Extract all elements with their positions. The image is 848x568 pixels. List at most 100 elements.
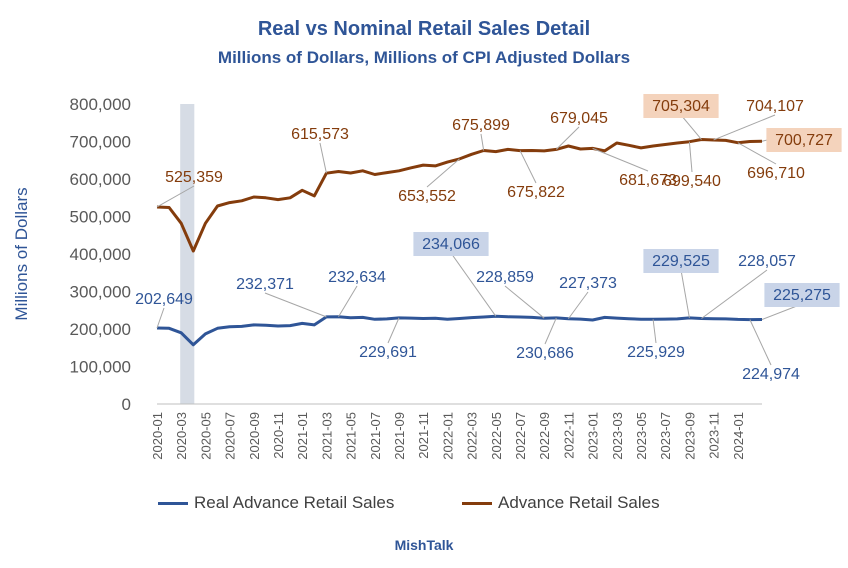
annotation-leader	[713, 114, 776, 141]
data-label-nominal: 525,359	[165, 169, 223, 186]
x-tick-label: 2022-09	[537, 412, 552, 460]
annotation-leader	[567, 291, 589, 320]
x-tick-label: 2023-05	[634, 412, 649, 460]
y-tick-label: 300,000	[70, 283, 131, 302]
y-axis-title: Millions of Dollars	[12, 187, 31, 320]
annotation-leader	[504, 285, 545, 319]
y-tick-label: 200,000	[70, 320, 131, 339]
data-label-nominal: 696,710	[747, 165, 805, 182]
x-tick-label: 2022-05	[489, 412, 504, 460]
legend-label-real: Real Advance Retail Sales	[194, 493, 395, 512]
annotation-leader	[156, 307, 165, 329]
annotation-highlight	[766, 128, 842, 152]
data-label-real: 224,974	[742, 366, 800, 383]
x-tick-label: 2023-09	[682, 412, 697, 460]
chart-subtitle: Millions of Dollars, Millions of CPI Adj…	[217, 48, 631, 67]
x-tick-label: 2023-01	[586, 412, 601, 460]
x-tick-label: 2022-11	[561, 412, 576, 459]
y-tick-label: 400,000	[70, 245, 131, 264]
data-label-real: 229,525	[652, 253, 710, 270]
annotation-leader	[387, 317, 400, 344]
x-tick-label: 2021-05	[344, 412, 359, 460]
y-tick-label: 0	[122, 395, 131, 414]
data-label-real: 228,057	[738, 253, 796, 270]
annotation-leader	[264, 292, 327, 318]
y-tick-label: 600,000	[70, 170, 131, 189]
data-label-real: 232,371	[236, 276, 294, 293]
x-tick-label: 2023-03	[610, 412, 625, 460]
x-tick-label: 2021-07	[368, 412, 383, 460]
annotation-leader	[701, 269, 768, 319]
annotation-highlight	[643, 94, 719, 118]
data-label-real: 228,859	[476, 269, 534, 286]
x-tick-label: 2020-09	[247, 412, 262, 460]
annotation-leader	[555, 126, 580, 150]
annotation-leader	[652, 319, 657, 344]
annotation-leader	[688, 141, 693, 173]
x-tick-label: 2020-07	[223, 412, 238, 460]
legend-swatch-nominal	[462, 501, 492, 505]
data-label-real: 229,691	[359, 344, 417, 361]
x-tick-label: 2022-07	[513, 412, 528, 460]
annotation-highlight	[643, 249, 719, 273]
x-tick-label: 2021-11	[416, 412, 431, 459]
annotation-leader	[749, 319, 772, 366]
annotation-leader	[544, 317, 557, 345]
annotation-leader	[480, 133, 485, 151]
annotation-leader	[338, 285, 358, 318]
data-label-real: 227,373	[559, 275, 617, 292]
data-label-nominal: 615,573	[291, 126, 349, 143]
x-tick-label: 2020-03	[174, 412, 189, 460]
annotation-leader	[450, 252, 497, 317]
x-tick-label: 2020-11	[271, 412, 286, 459]
y-tick-label: 700,000	[70, 133, 131, 152]
data-label-nominal: 700,727	[775, 132, 833, 149]
data-label-nominal: 675,899	[452, 117, 510, 134]
x-tick-label: 2022-03	[465, 412, 480, 460]
x-tick-label: 2020-01	[150, 412, 165, 460]
x-tick-label: 2021-09	[392, 412, 407, 460]
x-tick-label: 2021-03	[319, 412, 334, 460]
data-label-nominal: 675,822	[507, 184, 565, 201]
x-tick-label: 2024-01	[731, 412, 746, 460]
shaded-region	[180, 104, 195, 404]
annotation-leader	[319, 142, 327, 174]
annotation-highlight	[413, 232, 489, 256]
y-tick-label: 800,000	[70, 95, 131, 114]
annotation-leader	[680, 269, 690, 319]
legend-label-nominal: Advance Retail Sales	[498, 493, 660, 512]
data-label-nominal: 704,107	[746, 98, 804, 115]
legend-item-real: Real Advance Retail Sales	[158, 493, 394, 513]
annotation-leader	[592, 147, 649, 172]
annotation-leader	[519, 150, 537, 184]
series-line-real	[156, 314, 763, 347]
data-label-real: 202,649	[135, 291, 193, 308]
data-label-nominal: 679,045	[550, 110, 608, 127]
x-tick-label: 2021-01	[295, 412, 310, 460]
annotation-leader	[737, 142, 777, 165]
y-tick-label: 100,000	[70, 358, 131, 377]
x-tick-label: 2020-05	[198, 412, 213, 460]
chart-title: Real vs Nominal Retail Sales Detail	[257, 18, 591, 40]
x-tick-label: 2023-11	[707, 412, 722, 459]
annotation-leader	[156, 185, 195, 208]
annotation-leader	[680, 114, 702, 140]
data-label-real: 225,275	[773, 287, 831, 304]
data-label-nominal: 681,673	[619, 172, 677, 189]
data-label-real: 234,066	[422, 236, 480, 253]
data-label-nominal: 705,304	[652, 98, 710, 115]
annotation-leader	[426, 158, 460, 188]
data-label-real: 225,929	[627, 344, 685, 361]
data-label-real: 232,634	[328, 269, 386, 286]
source-credit: MishTalk	[394, 537, 454, 553]
data-label-real: 230,686	[516, 345, 574, 362]
x-tick-label: 2023-07	[658, 412, 673, 460]
legend-swatch-real	[158, 501, 188, 505]
series-line-nominal	[156, 138, 763, 253]
data-label-nominal: 653,552	[398, 188, 456, 205]
annotation-highlight	[764, 283, 840, 307]
legend-item-nominal: Advance Retail Sales	[462, 493, 660, 513]
y-tick-label: 500,000	[70, 208, 131, 227]
data-label-nominal: 699,540	[663, 173, 721, 190]
